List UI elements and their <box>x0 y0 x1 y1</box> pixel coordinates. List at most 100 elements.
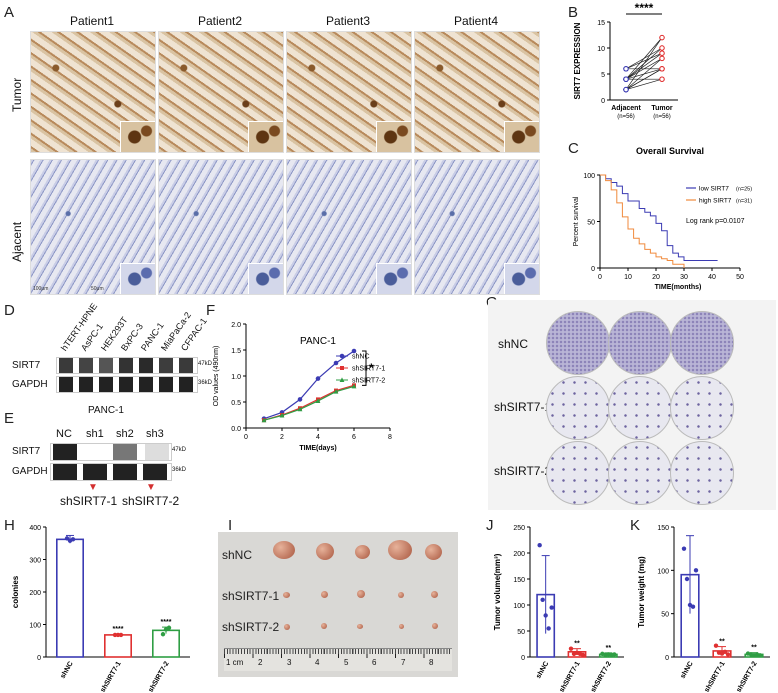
ruler-label: 2 <box>258 658 263 667</box>
data-point <box>333 360 339 366</box>
y-axis-label: OD values (490nm) <box>213 346 220 407</box>
x-category-label: shNC <box>680 661 695 680</box>
y-tick-label: 0 <box>591 266 595 273</box>
x-axis-label: TIME(months) <box>655 284 702 291</box>
ihc-tumor-patient3 <box>286 31 412 153</box>
blot-e-title: PANC-1 <box>88 405 124 416</box>
panel-label-h: H <box>4 517 15 534</box>
y-tick-label: 1.5 <box>231 348 241 355</box>
data-point <box>546 626 551 631</box>
legend-n: (n=31) <box>736 199 752 205</box>
pair-line <box>625 47 663 80</box>
x-category-label: shSIRT7-2 <box>736 660 759 693</box>
significance-bracket <box>362 350 367 386</box>
ihc-adjacent-patient3 <box>286 159 412 295</box>
panel-label-j: J <box>486 517 494 534</box>
colony-dish <box>546 311 610 375</box>
data-point <box>693 568 699 573</box>
x-tick-label: 50 <box>736 274 744 281</box>
ihc-tumor-patient4 <box>414 31 540 153</box>
x-category-label: Adjacent <box>611 105 641 112</box>
x-tick-label: 4 <box>316 434 320 441</box>
colony-dish <box>670 441 734 505</box>
row-label-shsirt7-1: shSIRT7-1 <box>494 400 552 414</box>
y-axis-label: Tumor volume(mm³) <box>493 553 502 630</box>
blot-e-sirt7-label: SIRT7 <box>12 446 41 457</box>
blot-e-sirt7-kd: 47kD <box>172 447 187 453</box>
significance-label: ** <box>606 645 612 652</box>
x-tick-label: 10 <box>624 274 632 281</box>
x-category-label: shNC <box>535 661 550 680</box>
y-tick-label: 0 <box>37 655 41 662</box>
pair-line <box>625 78 663 90</box>
y-axis-label: Tumor weight (mg) <box>637 556 646 628</box>
y-tick-label: 0 <box>521 655 525 662</box>
data-point <box>166 625 172 630</box>
data-point <box>722 649 728 654</box>
series-line <box>263 350 355 420</box>
x-category-label: shNC <box>60 661 75 680</box>
y-tick-label: 100 <box>657 568 669 575</box>
tumor-point <box>659 76 665 82</box>
col-title-patient4: Patient4 <box>453 14 499 28</box>
data-point <box>549 605 554 610</box>
panel-label-f: F <box>206 302 216 319</box>
x-category-sublabel: (n=56) <box>617 114 635 120</box>
data-point <box>757 653 763 658</box>
panel-label-c: C <box>568 140 579 157</box>
ihc-adjacent-patient4 <box>414 159 540 295</box>
colony-dish <box>608 376 672 440</box>
y-tick-label: 5 <box>601 72 605 79</box>
significance-label: * <box>369 361 374 375</box>
ruler-label: 1 cm <box>226 658 244 667</box>
tumor-sample <box>355 545 370 559</box>
data-point <box>580 652 586 658</box>
y-tick-label: 2.0 <box>231 322 241 329</box>
row-label-shsirt7-2: shSIRT7-2 <box>222 620 280 634</box>
row-label-shnc: shNC <box>222 548 253 562</box>
data-point <box>540 597 545 602</box>
ihc-tumor-patient2 <box>158 31 284 153</box>
data-point <box>297 406 303 412</box>
y-tick-label: 150 <box>657 525 669 532</box>
tumor-sample <box>425 544 442 560</box>
y-tick-label: 0 <box>601 98 605 105</box>
colony-dish <box>670 311 734 375</box>
y-tick-label: 400 <box>29 525 41 532</box>
tumor-sample <box>432 623 438 629</box>
data-point <box>70 537 76 542</box>
chart-title: PANC-1 <box>300 336 336 347</box>
pair-line <box>625 58 663 90</box>
y-tick-label: 200 <box>29 590 41 597</box>
chart-k: 0 50 100 150 Tumor weight (mg) shNC ** shSIRT7-… <box>637 525 770 693</box>
tumor-sample <box>399 624 404 629</box>
tumor-sample <box>273 541 295 559</box>
legend-label: high SIRT7 <box>699 198 732 205</box>
row-title-adjacent: Ajacent <box>10 221 24 262</box>
legend-label: shSIRT7-2 <box>352 378 385 385</box>
blot-d-gapdh-band <box>56 376 198 393</box>
tumor-point <box>659 34 665 41</box>
x-category-label: shSIRT7-1 <box>559 660 582 693</box>
data-point <box>64 536 70 541</box>
ruler-label: 7 <box>401 658 406 667</box>
blot-e-gapdh-kd: 36kD <box>172 467 187 473</box>
significance-label: **** <box>113 626 124 633</box>
y-tick-label: 100 <box>513 603 525 610</box>
x-category-label: shSIRT7-2 <box>590 660 613 693</box>
adjacent-point <box>623 66 629 72</box>
y-tick-label: 10 <box>597 46 605 53</box>
col-title-patient3: Patient3 <box>325 14 371 28</box>
x-category-label: shSIRT7-2 <box>148 660 171 693</box>
y-tick-label: 100 <box>583 173 595 180</box>
significance-label: **** <box>635 1 654 15</box>
blot-d-gapdh-kd: 36kD <box>198 380 213 386</box>
ihc-tumor-patient1 <box>30 31 156 153</box>
ruler-label: 8 <box>429 658 434 667</box>
blot-e-mark-1: shSIRT7-1 <box>60 494 118 508</box>
lane-label: sh3 <box>146 428 164 440</box>
tumor-sample <box>284 624 290 630</box>
bar <box>152 629 181 658</box>
chart-title: Overall Survival <box>636 146 704 156</box>
pair-line <box>625 68 663 90</box>
